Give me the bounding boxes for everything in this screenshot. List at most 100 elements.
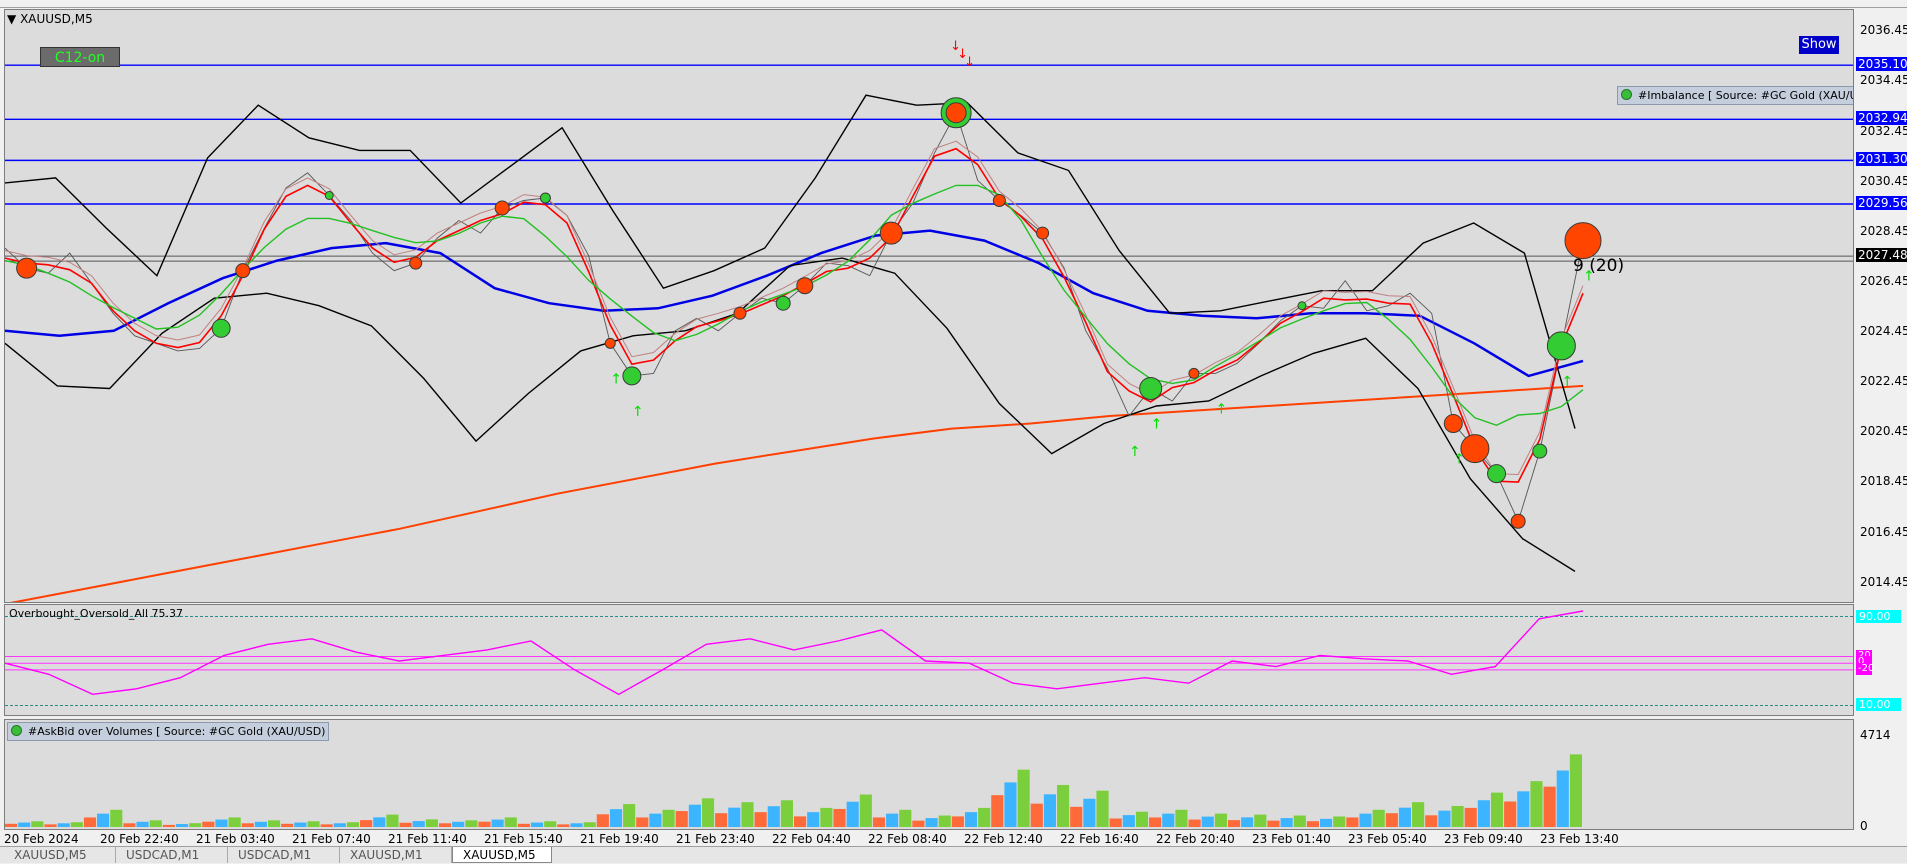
price-tick-label: 2026.45 — [1860, 273, 1907, 288]
volume-bar — [1438, 810, 1451, 827]
volume-bar — [228, 817, 241, 827]
volume-bar — [1477, 800, 1490, 827]
time-tick-label: 23 Feb 09:40 — [1444, 832, 1523, 846]
volume-bar — [767, 806, 780, 827]
volume-bar — [1227, 820, 1241, 827]
volume-bar — [175, 824, 189, 827]
chart-tab[interactable]: XAUUSD,M5 — [452, 847, 552, 863]
oscillator-line — [5, 610, 1584, 696]
time-tick-label: 21 Feb 11:40 — [388, 832, 467, 846]
show-button[interactable]: Show — [1799, 36, 1839, 54]
time-tick-label: 21 Feb 23:40 — [676, 832, 755, 846]
bull-signal-marker — [324, 190, 334, 200]
volume-bar — [964, 812, 978, 827]
imbalance-legend[interactable]: #Imbalance [ Source: #GC Gold (XAU/USD — [1617, 86, 1853, 105]
volume-bar — [1135, 811, 1149, 827]
chart-tab[interactable]: XAUUSD,M1 — [340, 847, 452, 863]
volume-bar — [465, 820, 478, 827]
volume-bar — [1306, 821, 1319, 827]
volume-bar — [649, 813, 662, 827]
volume-panel[interactable]: #AskBid over Volumes [ Source: #GC Gold … — [4, 719, 1854, 830]
oscillator-panel[interactable]: Overbought_Oversold_All 75.37 — [4, 604, 1854, 716]
chart-tab[interactable]: USDCAD,M1 — [228, 847, 340, 863]
volume-bar — [268, 820, 281, 827]
buy-arrow-icon: ↑ — [1561, 374, 1573, 390]
volume-bar — [1188, 819, 1201, 827]
bull-signal-marker — [622, 366, 642, 386]
oscillator-title: Overbought_Oversold_All 75.37 — [9, 607, 183, 620]
volume-bar — [701, 798, 715, 827]
volume-bar — [281, 823, 294, 827]
bear-signal-marker — [945, 102, 967, 124]
bear-signal-marker — [992, 193, 1006, 207]
volume-bar — [517, 823, 530, 827]
volume-bar — [1057, 784, 1070, 827]
volume-bar — [452, 821, 465, 827]
chart-tab[interactable]: XAUUSD,M5 — [4, 847, 116, 863]
volume-bar — [1043, 794, 1056, 827]
price-panel[interactable]: ↑ ↑ ↑ ↑ ↑ ↑ ↑ ↑ ↓ ↓ ↓ ▼ XAUUSD,M5 C12-on Show #Imb… — [4, 9, 1854, 603]
price-tick-label: 2016.45 — [1860, 524, 1907, 539]
volume-bar — [741, 802, 754, 827]
volume-bar — [386, 814, 399, 827]
volume-tick-label: 0 — [1860, 819, 1868, 833]
bear-signal-marker — [235, 263, 251, 279]
volume-bar — [1490, 792, 1504, 827]
ma-green-line — [5, 184, 1584, 427]
volume-bar — [254, 821, 267, 827]
bull-signal-marker — [211, 318, 231, 338]
volume-bar — [149, 820, 162, 827]
ma-pink-line — [5, 140, 1584, 476]
indicator-dot-icon — [1621, 89, 1632, 100]
volume-bar — [1214, 813, 1227, 827]
volume-svg — [5, 754, 1582, 827]
volume-bar — [912, 820, 925, 827]
volume-bar — [1017, 769, 1030, 827]
volume-bar — [609, 809, 623, 827]
volume-bar — [807, 812, 820, 827]
volume-bar — [346, 822, 360, 827]
oscillator-level-tag: 90.00 — [1856, 609, 1901, 623]
volume-bar — [872, 817, 886, 827]
volume-bar — [425, 819, 438, 827]
bear-signal-marker — [733, 306, 747, 320]
price-tick-label: 2022.45 — [1860, 374, 1907, 389]
price-scale[interactable] — [1854, 9, 1907, 831]
bear-signal-marker — [1460, 434, 1490, 464]
bull-signal-marker — [1487, 464, 1507, 484]
volume-bar — [1372, 809, 1385, 827]
volume-legend[interactable]: #AskBid over Volumes [ Source: #GC Gold … — [7, 722, 329, 741]
sell-arrow-icon: ↓ — [964, 55, 975, 70]
volume-bar — [1070, 806, 1083, 827]
bear-signal-marker — [1443, 414, 1463, 434]
time-tick-label: 22 Feb 16:40 — [1060, 832, 1139, 846]
price-tick-label: 2030.45 — [1860, 173, 1907, 188]
volume-bar — [438, 823, 452, 827]
volume-bar — [1517, 791, 1530, 827]
buy-arrow-icon: ↑ — [610, 371, 622, 387]
chart-tab[interactable]: USDCAD,M1 — [116, 847, 228, 863]
time-tick-label: 21 Feb 15:40 — [484, 832, 563, 846]
volume-bar — [31, 821, 44, 827]
volume-bar — [97, 813, 110, 827]
c12-toggle-button[interactable]: C12-on — [40, 47, 120, 67]
volume-bar — [136, 821, 149, 827]
oscillator-level-tag: 10.00 — [1856, 698, 1901, 712]
buy-arrow-icon: ↑ — [1151, 416, 1163, 432]
volume-bar — [754, 812, 767, 827]
volume-bar — [1293, 815, 1306, 827]
buy-arrow-icon: ↑ — [1216, 401, 1228, 417]
buy-arrow-icon: ↑ — [1583, 269, 1595, 285]
volume-bar — [1149, 817, 1162, 827]
time-tick-label: 21 Feb 19:40 — [580, 832, 659, 846]
price-tick-label: 2028.45 — [1860, 223, 1907, 238]
buy-arrow-icon: ↑ — [632, 404, 644, 420]
time-axis[interactable]: 20 Feb 2024 20 Feb 22:40 21 Feb 03:40 21 Fe… — [0, 831, 1907, 847]
sell-arrow-icon: ↓ — [950, 39, 961, 54]
collapse-triangle-icon[interactable]: ▼ — [7, 12, 17, 26]
symbol-title: ▼ XAUUSD,M5 — [7, 12, 93, 26]
price-tick-label: 2032.45 — [1860, 123, 1907, 138]
price-level-tag: 2035.10 — [1856, 57, 1907, 72]
volume-bar — [557, 824, 570, 827]
volume-bar — [715, 813, 728, 827]
